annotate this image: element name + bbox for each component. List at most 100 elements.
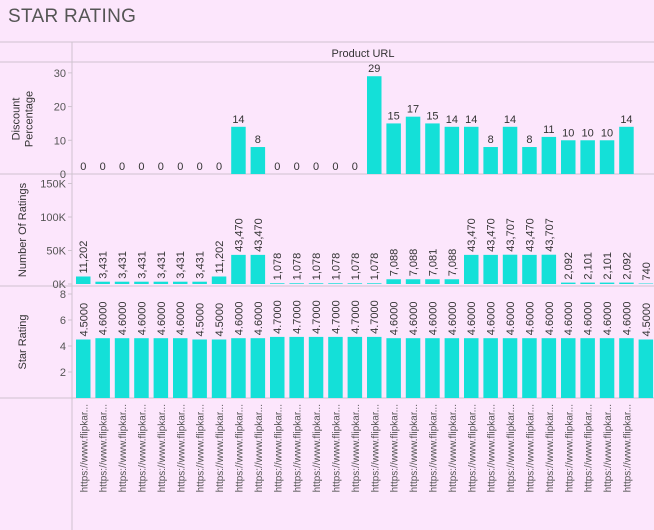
x-tick-label: https://www.flipkar... bbox=[351, 404, 362, 492]
x-tick-label: https://www.flipkar... bbox=[370, 404, 381, 492]
y-tick-label: 8 bbox=[60, 289, 66, 301]
data-label: 3,431 bbox=[98, 251, 110, 279]
data-label: 11 bbox=[543, 124, 554, 136]
bar bbox=[541, 338, 557, 398]
bar bbox=[599, 140, 615, 174]
data-label: 0 bbox=[294, 161, 300, 173]
data-label: 7,088 bbox=[447, 249, 459, 277]
data-label: 1,078 bbox=[350, 253, 362, 281]
x-tick-label: https://www.flipkar... bbox=[254, 404, 265, 492]
bar bbox=[502, 338, 518, 398]
x-tick-label: https://www.flipkar... bbox=[448, 404, 459, 492]
data-label: 4.7000 bbox=[292, 300, 304, 334]
bar bbox=[522, 338, 537, 398]
data-label: 4.6000 bbox=[233, 302, 245, 336]
bar bbox=[522, 147, 537, 174]
data-label: 3,431 bbox=[117, 251, 129, 279]
data-label: 4.6000 bbox=[136, 302, 148, 336]
y-tick-label: 6 bbox=[60, 315, 66, 327]
data-label: 4.6000 bbox=[98, 302, 110, 336]
data-label: 0 bbox=[119, 161, 125, 173]
data-label: 14 bbox=[620, 114, 632, 126]
x-tick-label: https://www.flipkar... bbox=[331, 404, 342, 492]
x-tick-label: https://www.flipkar... bbox=[525, 404, 536, 492]
bar bbox=[308, 283, 324, 284]
data-label: 43,470 bbox=[466, 218, 478, 252]
bar bbox=[405, 116, 421, 174]
bar bbox=[386, 123, 401, 174]
data-label: 4.7000 bbox=[350, 300, 362, 334]
bar bbox=[211, 339, 227, 398]
x-tick-label: https://www.flipkar... bbox=[157, 404, 168, 492]
bar bbox=[619, 338, 634, 398]
data-label: 3,431 bbox=[195, 251, 207, 279]
bar bbox=[250, 254, 266, 284]
bar bbox=[250, 338, 266, 398]
y-tick-label: 30 bbox=[54, 68, 66, 80]
data-label: 10 bbox=[582, 127, 594, 139]
data-label: 1,078 bbox=[272, 253, 284, 281]
data-label: 43,470 bbox=[253, 218, 265, 252]
y-tick-label: 0K bbox=[53, 279, 67, 291]
data-label: 0 bbox=[197, 161, 203, 173]
bar bbox=[211, 276, 227, 284]
bar bbox=[347, 336, 363, 398]
bar bbox=[464, 126, 479, 174]
bar bbox=[173, 338, 188, 398]
data-label: 4.5000 bbox=[641, 303, 653, 337]
data-label: 1,078 bbox=[330, 253, 342, 281]
data-label: 0 bbox=[177, 161, 183, 173]
data-label: 4.6000 bbox=[563, 302, 575, 336]
data-label: 4.6000 bbox=[466, 302, 478, 336]
bar bbox=[638, 339, 654, 398]
x-tick-label: https://www.flipkar... bbox=[234, 404, 245, 492]
data-label: 4.6000 bbox=[427, 302, 439, 336]
data-label: 4.6000 bbox=[486, 302, 498, 336]
bar bbox=[95, 338, 110, 398]
data-label: 4.6000 bbox=[408, 302, 420, 336]
data-label: 4.6000 bbox=[621, 302, 633, 336]
data-label: 14 bbox=[446, 114, 458, 126]
data-label: 1,078 bbox=[369, 253, 381, 281]
bar bbox=[561, 282, 576, 284]
data-label: 4.7000 bbox=[311, 300, 323, 334]
x-tick-label: https://www.flipkar... bbox=[293, 404, 304, 492]
x-tick-label: https://www.flipkar... bbox=[273, 404, 284, 492]
bar bbox=[580, 338, 595, 398]
data-label: 43,470 bbox=[233, 218, 245, 252]
data-label: 43,707 bbox=[544, 218, 556, 252]
data-label: 4.6000 bbox=[602, 302, 614, 336]
bar bbox=[192, 339, 207, 398]
bar bbox=[599, 338, 615, 398]
bar bbox=[425, 338, 440, 398]
data-label: 4.6000 bbox=[505, 302, 517, 336]
bar bbox=[270, 336, 285, 398]
bar bbox=[483, 338, 498, 398]
data-label: 15 bbox=[426, 110, 438, 122]
data-label: 2,092 bbox=[621, 252, 633, 280]
data-label: 4.6000 bbox=[156, 302, 168, 336]
bar bbox=[541, 136, 557, 174]
bar bbox=[580, 282, 595, 284]
data-label: 2,092 bbox=[563, 252, 575, 280]
data-label: 0 bbox=[313, 161, 319, 173]
data-label: 2,101 bbox=[583, 252, 595, 280]
x-tick-label: https://www.flipkar... bbox=[467, 404, 478, 492]
x-tick-label: https://www.flipkar... bbox=[196, 404, 207, 492]
data-label: 4.5000 bbox=[214, 303, 226, 337]
data-label: 8 bbox=[488, 134, 494, 146]
data-label: 0 bbox=[352, 161, 358, 173]
bar bbox=[425, 279, 440, 284]
bar bbox=[289, 336, 304, 398]
data-label: 4.6000 bbox=[447, 302, 459, 336]
bar bbox=[425, 123, 440, 174]
bar bbox=[444, 279, 460, 284]
bar bbox=[173, 281, 188, 284]
bar bbox=[483, 147, 498, 174]
bar bbox=[386, 338, 401, 398]
x-tick-label: https://www.flipkar... bbox=[584, 404, 595, 492]
bar bbox=[619, 282, 634, 284]
x-tick-label: https://www.flipkar... bbox=[390, 404, 401, 492]
y-axis-title: Percentage bbox=[24, 91, 36, 147]
